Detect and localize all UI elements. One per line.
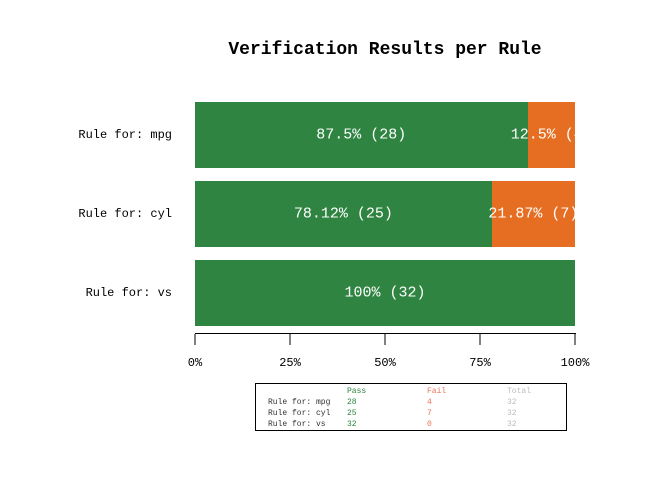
category-label-mpg: Rule for: mpg [78,128,172,142]
table-cell-label: Rule for: mpg [268,398,331,407]
table-header-empty [268,386,347,397]
x-axis-line [195,333,576,334]
table-row-vs: Rule for: vs 32 0 32 [268,419,566,430]
x-axis-tick [194,334,196,345]
pass-segment [195,260,575,326]
fail-segment [491,181,575,247]
pass-segment-label: 78.12% (25) [293,205,393,223]
bar-row-vs: 100% (32) [195,260,575,326]
category-label-vs: Rule for: vs [85,286,172,300]
table-cell-pass: 32 [347,420,357,429]
pass-segment-label: 87.5% (28) [316,126,407,144]
chart-title: Verification Results per Rule [228,40,542,60]
table-header-total: Total [507,387,532,396]
bar-row-cyl: 78.12% (25) 21.87% (7) [195,181,575,247]
x-axis-tick-label: 25% [279,356,301,370]
table-cell-fail: 7 [427,409,432,418]
x-axis-tick-label: 100% [560,356,590,370]
plot-area: 87.5% (28) 12.5% (4) 78.12% (25) 21.87% … [195,0,575,480]
table-header-fail: Fail [427,387,447,396]
table-row-mpg: Rule for: mpg 28 4 32 [268,397,566,408]
fail-segment [527,102,575,168]
pass-segment-label: 100% (32) [344,284,426,302]
table-cell-pass: 25 [347,409,357,418]
x-axis-tick [289,334,291,345]
bar-row-mpg: 87.5% (28) 12.5% (4) [195,102,575,168]
summary-table: Pass Fail Total Rule for: mpg 28 4 32 Ru… [255,383,567,431]
x-axis-tick [479,334,481,345]
table-cell-label: Rule for: cyl [268,409,331,418]
x-axis-tick-label: 75% [469,356,491,370]
summary-table-header-row: Pass Fail Total [268,386,566,397]
x-axis-tick-label: 0% [187,356,203,370]
pass-segment [195,181,492,247]
table-cell-total: 32 [507,398,517,407]
x-axis-tick-label: 50% [374,356,396,370]
table-row-cyl: Rule for: cyl 25 7 32 [268,408,566,419]
x-axis-tick [384,334,386,345]
table-cell-total: 32 [507,409,517,418]
fail-segment-label: 21.87% (7) [488,205,575,223]
pass-segment [195,102,528,168]
table-header-pass: Pass [347,387,367,396]
table-cell-total: 32 [507,420,517,429]
table-cell-fail: 0 [427,420,432,429]
table-cell-pass: 28 [347,398,357,407]
x-axis-tick [574,334,576,345]
table-cell-fail: 4 [427,398,432,407]
category-label-cyl: Rule for: cyl [78,207,172,221]
table-cell-label: Rule for: vs [268,420,326,429]
fail-segment-label: 12.5% (4) [510,126,575,144]
